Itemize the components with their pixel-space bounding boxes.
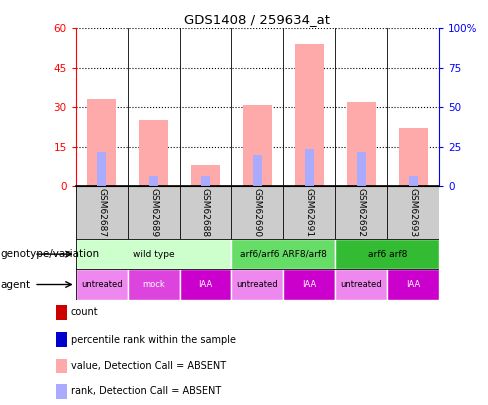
Text: agent: agent (0, 279, 30, 290)
Bar (76, 269, 127, 300)
Bar (191, 165, 220, 186)
Text: GSM62690: GSM62690 (253, 188, 262, 237)
Text: arf6 arf8: arf6 arf8 (367, 249, 407, 259)
Bar (56, 333, 67, 347)
Bar (97, 152, 106, 186)
Text: GSM62689: GSM62689 (149, 188, 158, 237)
Text: IAA: IAA (406, 280, 420, 289)
Bar (387, 269, 439, 300)
Text: GSM62692: GSM62692 (357, 188, 366, 237)
Text: GSM62693: GSM62693 (409, 188, 418, 237)
Bar (295, 44, 324, 186)
Bar (76, 239, 231, 269)
Text: untreated: untreated (237, 280, 278, 289)
Text: untreated: untreated (81, 280, 122, 289)
Bar (87, 100, 116, 186)
Text: GSM62691: GSM62691 (305, 188, 314, 237)
Bar (335, 269, 387, 300)
Bar (56, 384, 67, 399)
Text: genotype/variation: genotype/variation (0, 249, 99, 259)
Bar (253, 155, 262, 186)
Bar (139, 121, 168, 186)
Bar (231, 269, 284, 300)
Text: rank, Detection Call = ABSENT: rank, Detection Call = ABSENT (71, 386, 221, 396)
Text: value, Detection Call = ABSENT: value, Detection Call = ABSENT (71, 361, 226, 371)
Text: wild type: wild type (133, 249, 174, 259)
Text: untreated: untreated (341, 280, 382, 289)
Text: arf6/arf6 ARF8/arf8: arf6/arf6 ARF8/arf8 (240, 249, 327, 259)
Bar (335, 239, 439, 269)
Text: mock: mock (142, 280, 165, 289)
Bar (201, 176, 210, 186)
Bar (127, 269, 180, 300)
Title: GDS1408 / 259634_at: GDS1408 / 259634_at (184, 13, 330, 26)
Text: count: count (71, 307, 99, 318)
Bar (284, 269, 335, 300)
Text: IAA: IAA (302, 280, 317, 289)
Bar (305, 149, 314, 186)
Text: GSM62687: GSM62687 (97, 188, 106, 237)
Bar (347, 102, 376, 186)
Bar (243, 104, 272, 186)
Text: GSM62688: GSM62688 (201, 188, 210, 237)
Bar (149, 176, 158, 186)
Bar (56, 359, 67, 373)
Bar (357, 152, 366, 186)
Bar (408, 176, 418, 186)
Text: IAA: IAA (198, 280, 213, 289)
Text: percentile rank within the sample: percentile rank within the sample (71, 335, 236, 345)
Bar (231, 239, 335, 269)
Bar (56, 305, 67, 320)
Bar (399, 128, 427, 186)
Bar (180, 269, 231, 300)
